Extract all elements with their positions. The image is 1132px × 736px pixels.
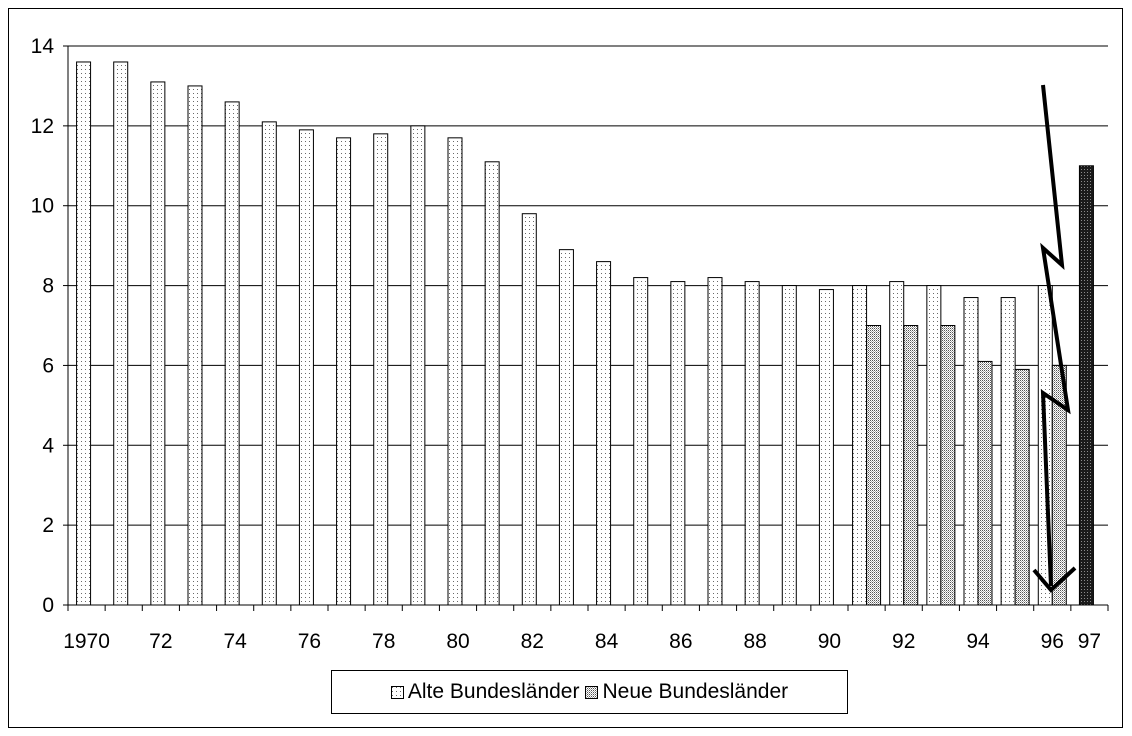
legend-swatch-dense-dots [585,685,599,699]
x-tick-label-1974: 74 [223,630,247,653]
y-tick-label-14: 14 [31,35,55,58]
y-tick-label-0: 0 [42,594,54,617]
x-tick-label-1990: 90 [818,630,841,653]
bar-1991-series-1 [866,325,882,606]
bar-1986-series-0 [670,281,686,606]
x-tick-label-1972: 72 [149,630,172,653]
bar-1973-series-0 [187,85,203,606]
bar-1982-series-0 [521,213,537,606]
x-tick-label-1994: 94 [966,630,990,653]
legend-entry-alte: Alte Bundesländer [390,680,580,704]
legend-label-alte: Alte Bundesländer [407,680,580,703]
bar-1993-series-1 [940,325,956,606]
legend: Alte Bundesländer Neue Bundesländer [331,670,848,714]
bar-1997-series-2 [1078,165,1094,606]
x-tick-label-1970: 1970 [63,630,110,653]
tick-labels: 0 2 4 6 8 10 12 14 1970 72 74 76 78 80 82 84 86 88 90 92 94 9… [31,35,1101,653]
y-tick-label-4: 4 [42,434,54,457]
bar-1978-series-0 [373,133,389,606]
bar-1992-series-1 [903,325,919,606]
bar-1991-series-0 [852,285,868,606]
x-tick-label-1988: 88 [743,630,766,653]
bar-1992-series-0 [889,281,905,606]
legend-label-neue: Neue Bundesländer [602,680,789,703]
bars [76,61,1094,606]
x-tick-label-1996: 96 [1041,630,1064,653]
x-tick-label-1982: 82 [521,630,544,653]
bar-1975-series-0 [261,121,277,606]
bar-1995-series-1 [1014,368,1030,606]
bar-1989-series-0 [781,285,797,606]
zigzag-arrow-annotation [1032,84,1077,593]
bar-1976-series-0 [298,129,314,606]
legend-swatch-sparse-dots [390,685,404,699]
bar-1977-series-0 [336,137,352,606]
bar-1974-series-0 [224,101,240,606]
x-tick-label-1992: 92 [892,630,915,653]
x-tick-label-1980: 80 [446,630,469,653]
y-tick-label-12: 12 [31,115,54,138]
bar-1990-series-0 [818,289,834,606]
bar-1994-series-0 [963,297,979,606]
bar-1972-series-0 [150,81,166,606]
x-tick-label-1978: 78 [372,630,395,653]
y-tick-label-10: 10 [31,195,54,218]
bar-1971-series-0 [113,61,129,606]
legend-entry-neue: Neue Bundesländer [585,680,788,704]
bar-1979-series-0 [410,125,426,606]
bar-1983-series-0 [558,249,574,606]
x-tick-label-1997: 97 [1078,630,1101,653]
bar-1984-series-0 [596,261,612,606]
bar-1994-series-1 [977,360,993,606]
bar-1988-series-0 [744,281,760,606]
x-tick-label-1986: 86 [669,630,692,653]
bar-1985-series-0 [633,277,649,606]
y-tick-label-2: 2 [42,514,54,537]
axes [63,45,1109,611]
zigzag-arrow-line [1040,84,1071,587]
bar-1970-series-0 [76,61,92,606]
x-tick-label-1976: 76 [298,630,321,653]
bar-1981-series-0 [484,161,500,606]
bar-1993-series-0 [926,285,942,606]
bar-1987-series-0 [707,277,723,606]
bar-1980-series-0 [447,137,463,606]
y-tick-label-8: 8 [42,275,54,298]
bar-1995-series-0 [1000,297,1016,606]
x-tick-label-1984: 84 [595,630,619,653]
y-tick-label-6: 6 [42,354,54,377]
zigzag-arrow-head [1032,566,1077,593]
